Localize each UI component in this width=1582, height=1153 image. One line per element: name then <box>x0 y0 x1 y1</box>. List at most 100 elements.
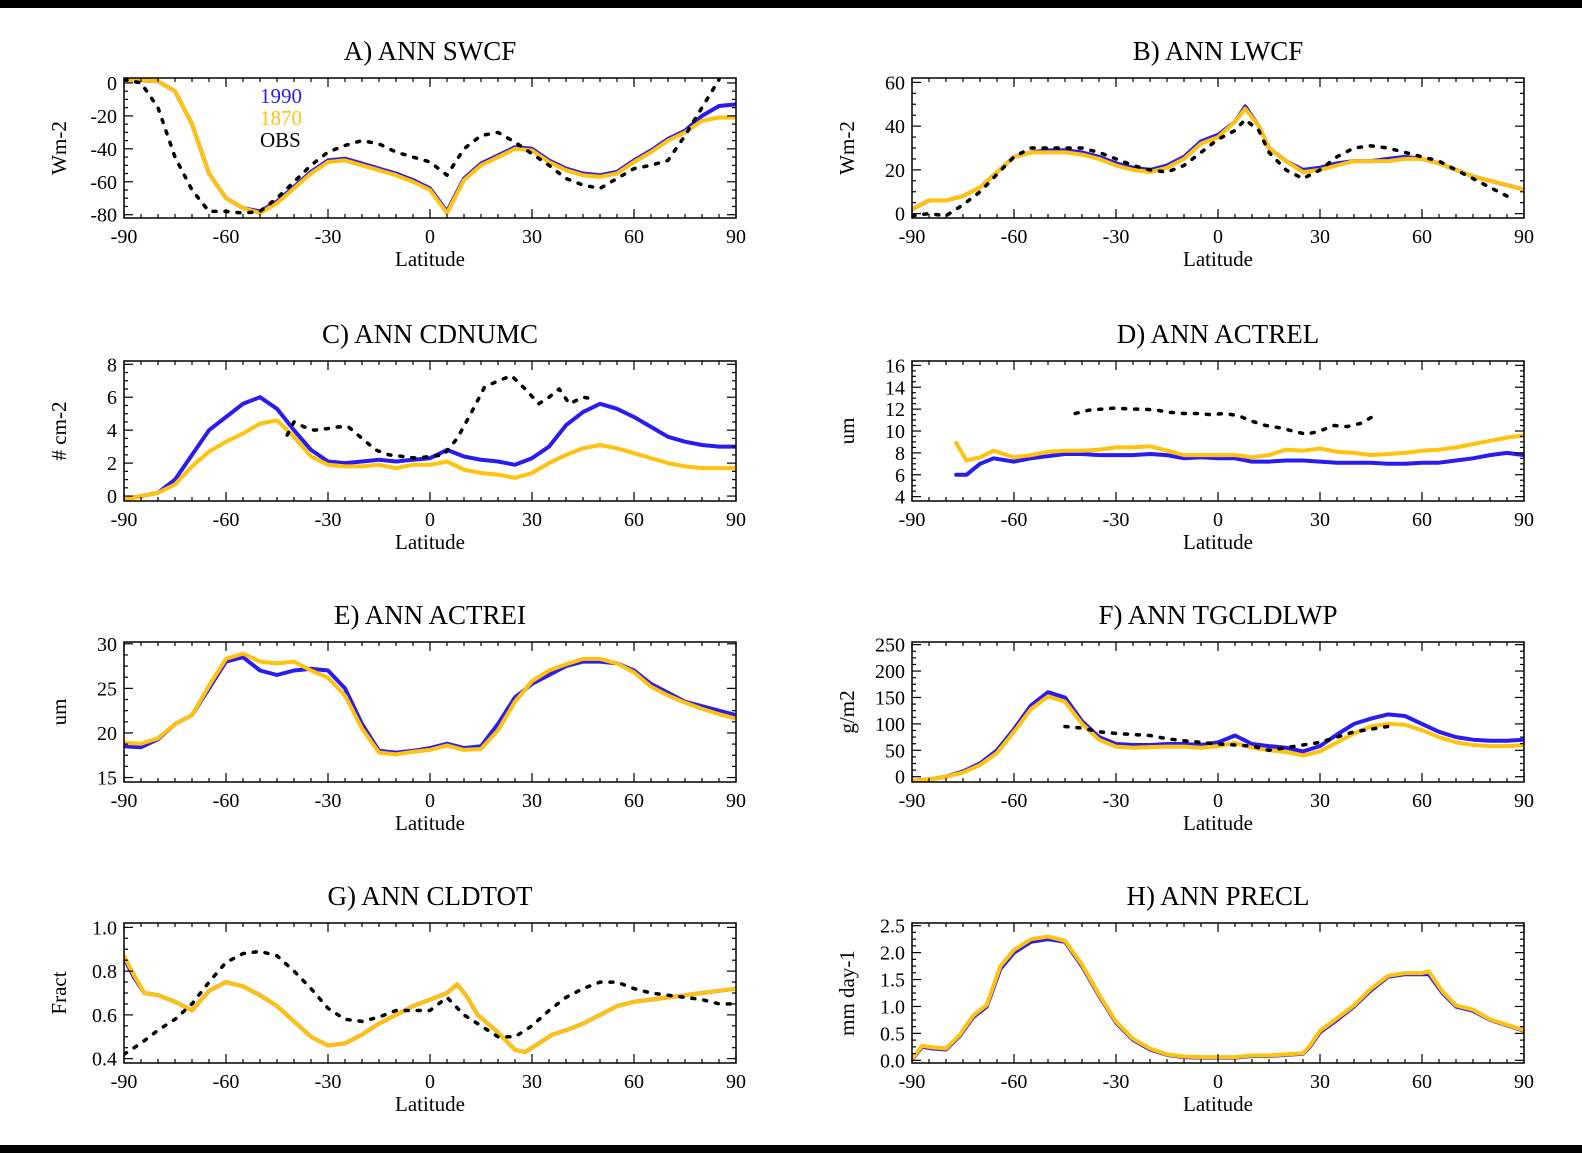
x-tick-label: 60 <box>624 1071 644 1093</box>
x-tick-label: 30 <box>522 226 542 248</box>
series-group <box>124 949 736 1057</box>
panel-title: G) ANN CLDTOT <box>328 881 533 911</box>
x-tick-label: 30 <box>1310 509 1330 531</box>
x-tick-label: -90 <box>899 226 926 248</box>
plot-frame <box>911 360 1525 502</box>
x-tick-label: -30 <box>315 1071 342 1093</box>
y-tick-label: 15 <box>97 768 117 790</box>
y-tick-label: 60 <box>885 72 905 94</box>
x-axis-label: Latitude <box>1183 247 1253 271</box>
series-line-s1870 <box>124 418 736 501</box>
y-tick-label: 10 <box>885 421 905 443</box>
plot-frame <box>911 922 1525 1064</box>
x-tick-label: 90 <box>1514 509 1534 531</box>
plot-frame <box>911 77 1525 219</box>
x-tick-label: -90 <box>111 226 138 248</box>
y-tick-label: 25 <box>97 678 117 700</box>
y-tick-label: 8 <box>107 354 117 376</box>
series-line-obs <box>285 374 595 460</box>
y-tick-label: 12 <box>885 399 905 421</box>
x-tick-label: 60 <box>624 790 644 812</box>
y-tick-label: 200 <box>875 661 905 683</box>
x-tick-label: 90 <box>726 226 746 248</box>
panel-5: E) ANN ACTREI -90 -60 -30 0 30 60 90 15 20 25 30 Lat… <box>47 600 746 835</box>
x-tick-label: 60 <box>624 509 644 531</box>
y-tick-label: 16 <box>885 355 905 377</box>
x-tick-label: 90 <box>1514 226 1534 248</box>
x-tick-label: 30 <box>1310 1071 1330 1093</box>
x-tick-label: -30 <box>1103 509 1130 531</box>
y-tick-label: 1.0 <box>880 996 905 1018</box>
y-axis-label: um <box>47 699 71 726</box>
y-axis-label: Fract <box>47 971 71 1014</box>
x-axis-label: Latitude <box>1183 1092 1253 1116</box>
series-group <box>954 406 1524 477</box>
x-tick-label: -90 <box>899 790 926 812</box>
x-tick-label: -60 <box>213 1071 240 1093</box>
series-line-s1870 <box>912 934 1524 1061</box>
y-axis-label: # cm-2 <box>47 402 71 461</box>
series-group <box>912 104 1524 218</box>
y-tick-label: 0.4 <box>92 1049 117 1071</box>
panel-8: H) ANN PRECL -90 -60 -30 0 30 60 90 0.0 0.5 1.0 1.5… <box>835 881 1534 1116</box>
x-tick-label: 0 <box>1213 226 1223 248</box>
x-tick-label: 30 <box>1310 226 1330 248</box>
y-tick-label: 2 <box>107 453 117 475</box>
x-tick-label: -90 <box>111 790 138 812</box>
y-tick-label: 4 <box>895 487 905 509</box>
y-axis-label: g/m2 <box>835 690 859 733</box>
x-tick-label: -60 <box>1001 790 1028 812</box>
x-tick-label: 60 <box>1412 509 1432 531</box>
x-tick-label: -30 <box>1103 226 1130 248</box>
series-group <box>124 78 736 216</box>
panel-3: C) ANN CDNUMC -90 -60 -30 0 30 60 90 0 2 4 6 8 Latitu… <box>47 319 746 554</box>
y-tick-label: 2.0 <box>880 943 905 965</box>
y-tick-label: 0.6 <box>92 1005 117 1027</box>
series-line-s1990 <box>124 395 736 501</box>
x-tick-label: -60 <box>1001 509 1028 531</box>
x-tick-label: -90 <box>899 1071 926 1093</box>
x-tick-label: -60 <box>213 226 240 248</box>
x-tick-label: -60 <box>213 509 240 531</box>
series-line-s1870 <box>912 694 1524 782</box>
y-axis-label: um <box>835 418 859 445</box>
y-tick-label: 8 <box>895 443 905 465</box>
x-tick-label: 90 <box>1514 790 1534 812</box>
x-tick-label: -90 <box>111 1071 138 1093</box>
y-axis-label: mm day-1 <box>835 950 859 1036</box>
y-tick-label: 150 <box>875 687 905 709</box>
series-line-s1870 <box>912 106 1524 212</box>
y-tick-label: 0 <box>895 204 905 226</box>
legend-entry-obs: OBS <box>260 128 301 152</box>
y-tick-label: 0 <box>107 486 117 508</box>
x-tick-label: 90 <box>726 509 746 531</box>
series-line-s1870 <box>124 651 736 757</box>
panel-title: F) ANN TGCLDLWP <box>1098 600 1337 630</box>
series-line-obs <box>124 949 736 1057</box>
x-axis-label: Latitude <box>395 1092 465 1116</box>
x-tick-label: -30 <box>315 226 342 248</box>
y-tick-label: 30 <box>97 634 117 656</box>
series-group <box>124 651 736 757</box>
y-tick-label: 0.5 <box>880 1023 905 1045</box>
x-axis-label: Latitude <box>395 811 465 835</box>
y-tick-label: -60 <box>90 172 117 194</box>
y-tick-label: -40 <box>90 139 117 161</box>
plot-frame <box>123 360 737 502</box>
x-tick-label: 0 <box>1213 1071 1223 1093</box>
x-tick-label: 0 <box>425 509 435 531</box>
series-line-s1870 <box>954 433 1524 463</box>
x-tick-label: -30 <box>315 790 342 812</box>
y-tick-label: 20 <box>97 723 117 745</box>
x-tick-label: 0 <box>425 226 435 248</box>
series-line-s1990 <box>124 956 736 1055</box>
y-tick-label: -80 <box>90 205 117 227</box>
x-tick-label: 30 <box>522 1071 542 1093</box>
x-tick-label: -90 <box>899 509 926 531</box>
x-axis-label: Latitude <box>1183 530 1253 554</box>
figure-panels: A) ANN SWCF-90 -60 -30 0 30 60 900-20-40-60-80… <box>47 36 1534 1116</box>
y-axis-label: Wm-2 <box>835 121 859 175</box>
panel-title: E) ANN ACTREI <box>334 600 526 630</box>
x-tick-label: 60 <box>1412 226 1432 248</box>
y-tick-label: 1.5 <box>880 970 905 992</box>
